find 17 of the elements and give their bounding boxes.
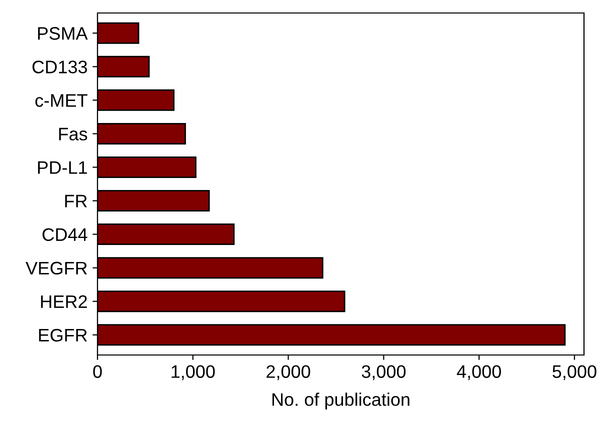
x-tick-label: 5,000 — [552, 365, 596, 380]
y-tick-label: CD44 — [42, 228, 88, 242]
y-tick-label: c-MET — [35, 94, 88, 107]
y-tick-label: EGFR — [39, 328, 87, 342]
x-tick-label: 2,000 — [266, 365, 310, 380]
x-tick-label: 4,000 — [456, 365, 501, 380]
x-tick-label: 0 — [93, 365, 102, 378]
x-tick-label: 1,000 — [172, 365, 215, 380]
y-tick-label: Fas — [59, 128, 88, 140]
x-tick-label: 3,000 — [362, 365, 406, 380]
y-tick-label: PSMA — [38, 27, 88, 40]
x-axis-title: No. of publication — [272, 392, 410, 410]
y-tick-label: VEGFR — [26, 262, 87, 275]
y-tick-label: CD133 — [32, 60, 87, 74]
y-tick-label: HER2 — [41, 295, 87, 308]
y-tick-label: PD-L1 — [38, 161, 87, 174]
y-tick-label: FR — [65, 194, 87, 208]
